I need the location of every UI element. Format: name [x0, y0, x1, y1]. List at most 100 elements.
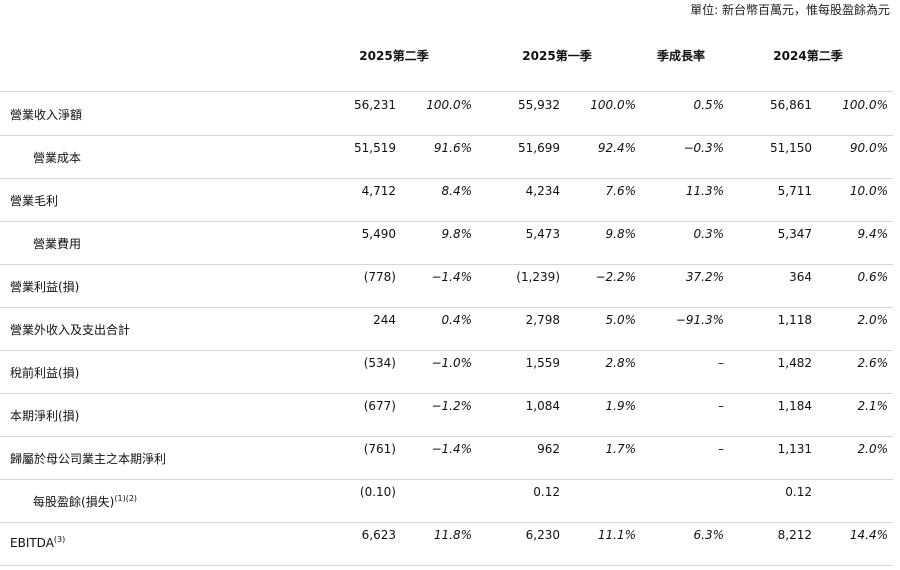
cell-q2-2025: 6,623 — [361, 528, 396, 542]
cell-q1-2025: 4,234 — [525, 184, 560, 198]
cell-q2-2025: 244 — [373, 313, 396, 327]
cell-q2-2024-pct: 2.0% — [857, 313, 889, 327]
column-header-row: 2025第二季 2025第一季 季成長率 2024第二季 — [0, 47, 900, 63]
table-row: 歸屬於母公司業主之本期淨利 (761) −1.4% 962 1.7% – 1,131 2.0% — [0, 436, 893, 480]
row-label: 營業外收入及支出合計 — [10, 321, 130, 338]
cell-q1-2025-pct: 1.7% — [605, 442, 637, 456]
cell-q2-2024-pct: 10.0% — [849, 184, 888, 198]
cell-qoq: 37.2% — [685, 270, 724, 284]
cell-q2-2024-pct: 90.0% — [849, 141, 888, 155]
column-header-q2-2024: 2024第二季 — [773, 49, 843, 63]
cell-q2-2025-pct: −1.4% — [431, 442, 472, 456]
cell-q1-2025-pct: 92.4% — [597, 141, 636, 155]
cell-q2-2025: (677) — [363, 399, 396, 413]
unit-note: 單位: 新台幣百萬元，惟每股盈餘為元 — [690, 3, 890, 17]
table-row: 每股盈餘(損失)(1)(2) (0.10) 0.12 0.12 — [0, 479, 893, 523]
cell-q2-2024: 51,150 — [770, 141, 812, 155]
cell-qoq: 11.3% — [685, 184, 724, 198]
cell-q2-2024-pct: 2.1% — [857, 399, 889, 413]
cell-q2-2025: (761) — [363, 442, 396, 456]
cell-q2-2024-pct: 2.6% — [857, 356, 889, 370]
cell-q2-2025-pct: −1.0% — [431, 356, 472, 370]
cell-q1-2025-pct: 9.8% — [605, 227, 637, 241]
row-label-text: 每股盈餘(損失) — [33, 495, 115, 509]
cell-q2-2025-pct: −1.4% — [431, 270, 472, 284]
cell-q2-2025-pct: 91.6% — [433, 141, 472, 155]
row-label-text: 營業毛利 — [10, 194, 59, 208]
cell-q2-2025-pct: 9.8% — [441, 227, 473, 241]
cell-q1-2025-pct: 100.0% — [590, 98, 636, 112]
footnote-ref: (3) — [53, 535, 66, 544]
row-label-text: 營業成本 — [33, 151, 82, 165]
table-row: 營業成本 51,519 91.6% 51,699 92.4% −0.3% 51,150 90.… — [0, 135, 893, 179]
row-label: 營業成本 — [33, 149, 81, 166]
row-label-text: 本期淨利(損) — [10, 409, 80, 423]
cell-q2-2025-pct: 8.4% — [441, 184, 473, 198]
cell-qoq: −91.3% — [675, 313, 724, 327]
table-top-border — [0, 91, 893, 92]
cell-q2-2024: 1,118 — [777, 313, 812, 327]
cell-q2-2024-pct: 0.6% — [857, 270, 889, 284]
cell-q1-2025-pct: 1.9% — [605, 399, 637, 413]
table-row: 營業毛利 4,712 8.4% 4,234 7.6% 11.3% 5,711 10.0% — [0, 178, 893, 222]
cell-q2-2025-pct: 0.4% — [441, 313, 473, 327]
table-row: 稅前利益(損) (534) −1.0% 1,559 2.8% – 1,482 2.6% — [0, 350, 893, 394]
cell-q2-2024: 1,184 — [777, 399, 812, 413]
cell-q1-2025: 962 — [537, 442, 560, 456]
cell-q2-2025: 51,519 — [354, 141, 396, 155]
row-label-text: 稅前利益(損) — [10, 366, 80, 380]
cell-q1-2025: 2,798 — [525, 313, 560, 327]
table-row: 營業利益(損) (778) −1.4% (1,239) −2.2% 37.2% 364 0.6… — [0, 264, 893, 308]
cell-q1-2025: 5,473 — [525, 227, 560, 241]
cell-qoq: – — [718, 399, 724, 413]
row-label-text: EBITDA — [10, 536, 54, 550]
cell-q2-2024-pct: 2.0% — [857, 442, 889, 456]
row-label: EBITDA(3) — [10, 535, 66, 551]
table-row: 營業收入淨額 56,231 100.0% 55,932 100.0% 0.5% 56,861… — [0, 92, 893, 136]
cell-qoq: – — [718, 356, 724, 370]
cell-q1-2025: 6,230 — [525, 528, 560, 542]
cell-q1-2025: 51,699 — [518, 141, 560, 155]
footnote-ref: (1)(2) — [114, 494, 138, 503]
cell-q1-2025-pct: 11.1% — [597, 528, 636, 542]
row-label-text: 歸屬於母公司業主之本期淨利 — [10, 452, 167, 466]
cell-q2-2024: 5,711 — [777, 184, 812, 198]
row-label: 稅前利益(損) — [10, 364, 79, 381]
cell-q1-2025-pct: 7.6% — [605, 184, 637, 198]
row-label-text: 營業收入淨額 — [10, 108, 83, 122]
table-row: 本期淨利(損) (677) −1.2% 1,084 1.9% – 1,184 2.1% — [0, 393, 893, 437]
cell-q2-2024: 364 — [789, 270, 812, 284]
table-row: EBITDA(3) 6,623 11.8% 6,230 11.1% 6.3% 8,212 14… — [0, 522, 893, 566]
row-label-text: 營業外收入及支出合計 — [10, 323, 131, 337]
cell-q2-2025-pct: 100.0% — [426, 98, 472, 112]
cell-q1-2025: 1,084 — [525, 399, 560, 413]
cell-q2-2024-pct: 100.0% — [842, 98, 888, 112]
cell-q2-2024: 5,347 — [777, 227, 812, 241]
row-label: 本期淨利(損) — [10, 407, 79, 424]
cell-q2-2024: 1,482 — [777, 356, 812, 370]
cell-q2-2025-pct: 11.8% — [433, 528, 472, 542]
row-label: 每股盈餘(損失)(1)(2) — [33, 493, 137, 510]
cell-qoq: −0.3% — [683, 141, 724, 155]
row-label: 歸屬於母公司業主之本期淨利 — [10, 450, 166, 467]
column-header-q1-2025: 2025第一季 — [522, 49, 592, 63]
cell-qoq: – — [718, 442, 724, 456]
cell-q2-2025: (778) — [363, 270, 396, 284]
cell-q2-2024-pct: 14.4% — [849, 528, 888, 542]
table-row: 營業費用 5,490 9.8% 5,473 9.8% 0.3% 5,347 9.4% — [0, 221, 893, 265]
cell-qoq: 6.3% — [693, 528, 725, 542]
cell-q2-2025-pct: −1.2% — [431, 399, 472, 413]
cell-q1-2025-pct: 2.8% — [605, 356, 637, 370]
row-label: 營業毛利 — [10, 192, 58, 209]
cell-q2-2025: (0.10) — [359, 485, 396, 499]
cell-q2-2025: (534) — [363, 356, 396, 370]
row-label-text: 營業費用 — [33, 237, 82, 251]
cell-q2-2024: 56,861 — [770, 98, 812, 112]
row-label-text: 營業利益(損) — [10, 280, 80, 294]
row-label: 營業費用 — [33, 235, 81, 252]
cell-q1-2025: (1,239) — [516, 270, 560, 284]
cell-qoq: 0.3% — [693, 227, 725, 241]
cell-q2-2025: 4,712 — [361, 184, 396, 198]
cell-q2-2024: 1,131 — [777, 442, 812, 456]
cell-q2-2024-pct: 9.4% — [857, 227, 889, 241]
